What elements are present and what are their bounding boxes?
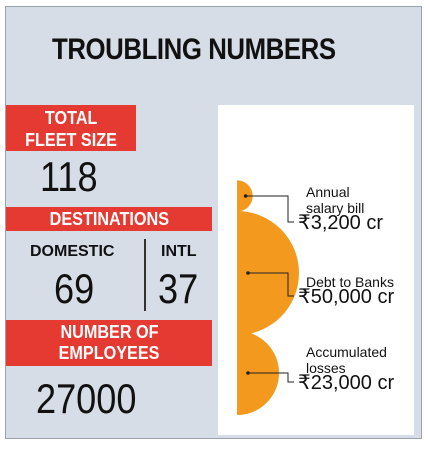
intl-label: INTL [161,243,197,260]
leader-line-3 [248,372,294,383]
employees-value: 27000 [36,375,137,422]
series-value-1: ₹3,200 cr [298,212,383,234]
domestic-label: DOMESTIC [30,243,115,260]
fleet-label-line1: TOTAL [44,108,98,128]
page-title: TROUBLING NUMBERS [52,33,336,66]
series-label-2: Debt to Banks [306,274,394,290]
series-label-1: Annual [306,184,350,200]
leader-line-1 [245,195,294,223]
intl-value: 37 [158,265,199,312]
infographic-frame: TROUBLING NUMBERS TOTAL FLEET SIZE 118 D… [5,6,422,439]
series-value-2: ₹50,000 cr [298,286,394,308]
destinations-divider [144,239,146,311]
employees-label-line1: NUMBER OF [59,322,159,342]
destinations-label: DESTINATIONS [49,209,169,229]
series-label-line2-3: losses [306,360,346,376]
employees-label-line2: EMPLOYEES [58,343,160,363]
series-label-3: Accumulated [306,344,387,360]
leader-line-2 [248,272,294,297]
fleet-value: 118 [40,153,98,200]
series-label-line2-1: salary bill [306,200,364,216]
employees-label-bar: NUMBER OF EMPLOYEES [6,320,212,366]
series-value-3: ₹23,000 cr [298,372,394,394]
destinations-label-bar: DESTINATIONS [6,207,212,231]
fleet-label-bar: TOTAL FLEET SIZE [6,105,136,151]
fleet-label-line2: FLEET SIZE [25,130,117,150]
domestic-value: 69 [54,265,95,312]
